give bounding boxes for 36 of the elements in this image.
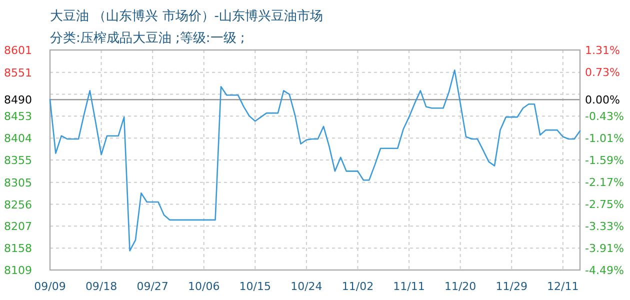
x-tick-label: 11/02 bbox=[342, 280, 374, 293]
y2-tick-label: -2.75% bbox=[585, 198, 624, 211]
x-tick-label: 09/09 bbox=[34, 280, 66, 293]
y2-tick-label: -1.01% bbox=[585, 132, 624, 145]
y2-tick-label: -1.59% bbox=[585, 154, 624, 167]
y-tick-label: 8207 bbox=[4, 220, 32, 234]
x-tick-label: 10/15 bbox=[239, 280, 272, 293]
y2-tick-label: -0.43% bbox=[585, 110, 624, 123]
y2-tick-label: -2.17% bbox=[585, 176, 624, 189]
y-tick-label: 8256 bbox=[4, 198, 32, 212]
y-tick-label: 8404 bbox=[4, 132, 32, 146]
y2-tick-label: 0.73% bbox=[585, 66, 620, 79]
y-tick-label: 8158 bbox=[4, 242, 32, 256]
y-tick-label: 8109 bbox=[4, 264, 32, 277]
x-tick-label: 10/06 bbox=[188, 280, 220, 293]
x-tick-label: 09/18 bbox=[85, 280, 118, 293]
chart-subtitle: 分类:压榨成品大豆油 ;等级:一级 ; bbox=[50, 31, 245, 46]
y2-tick-label: -4.49% bbox=[585, 264, 624, 277]
x-tick-label: 10/24 bbox=[290, 280, 322, 293]
chart-title: 大豆油 （山东博兴 市场价）-山东博兴豆油市场 bbox=[50, 9, 323, 24]
x-tick-label: 11/11 bbox=[393, 280, 425, 293]
line-series bbox=[49, 69, 581, 252]
x-tick-label: 09/27 bbox=[136, 280, 168, 293]
y-tick-label: 8551 bbox=[4, 66, 32, 80]
x-tick-label: 12/11 bbox=[547, 280, 579, 293]
y-tick-label: 8601 bbox=[4, 44, 32, 57]
ref-line-label: 8490 bbox=[4, 94, 32, 107]
y-tick-label: 8355 bbox=[4, 154, 32, 167]
y2-tick-label: 1.31% bbox=[585, 44, 620, 57]
x-tick-label: 11/20 bbox=[444, 280, 476, 293]
y-tick-label: 8305 bbox=[4, 176, 32, 190]
x-tick-label: 11/29 bbox=[496, 280, 528, 293]
y2-tick-label: 0.00% bbox=[585, 94, 620, 107]
y2-tick-label: -3.91% bbox=[585, 242, 624, 255]
y2-tick-label: -3.33% bbox=[585, 220, 624, 233]
y-tick-label: 8453 bbox=[4, 110, 32, 124]
